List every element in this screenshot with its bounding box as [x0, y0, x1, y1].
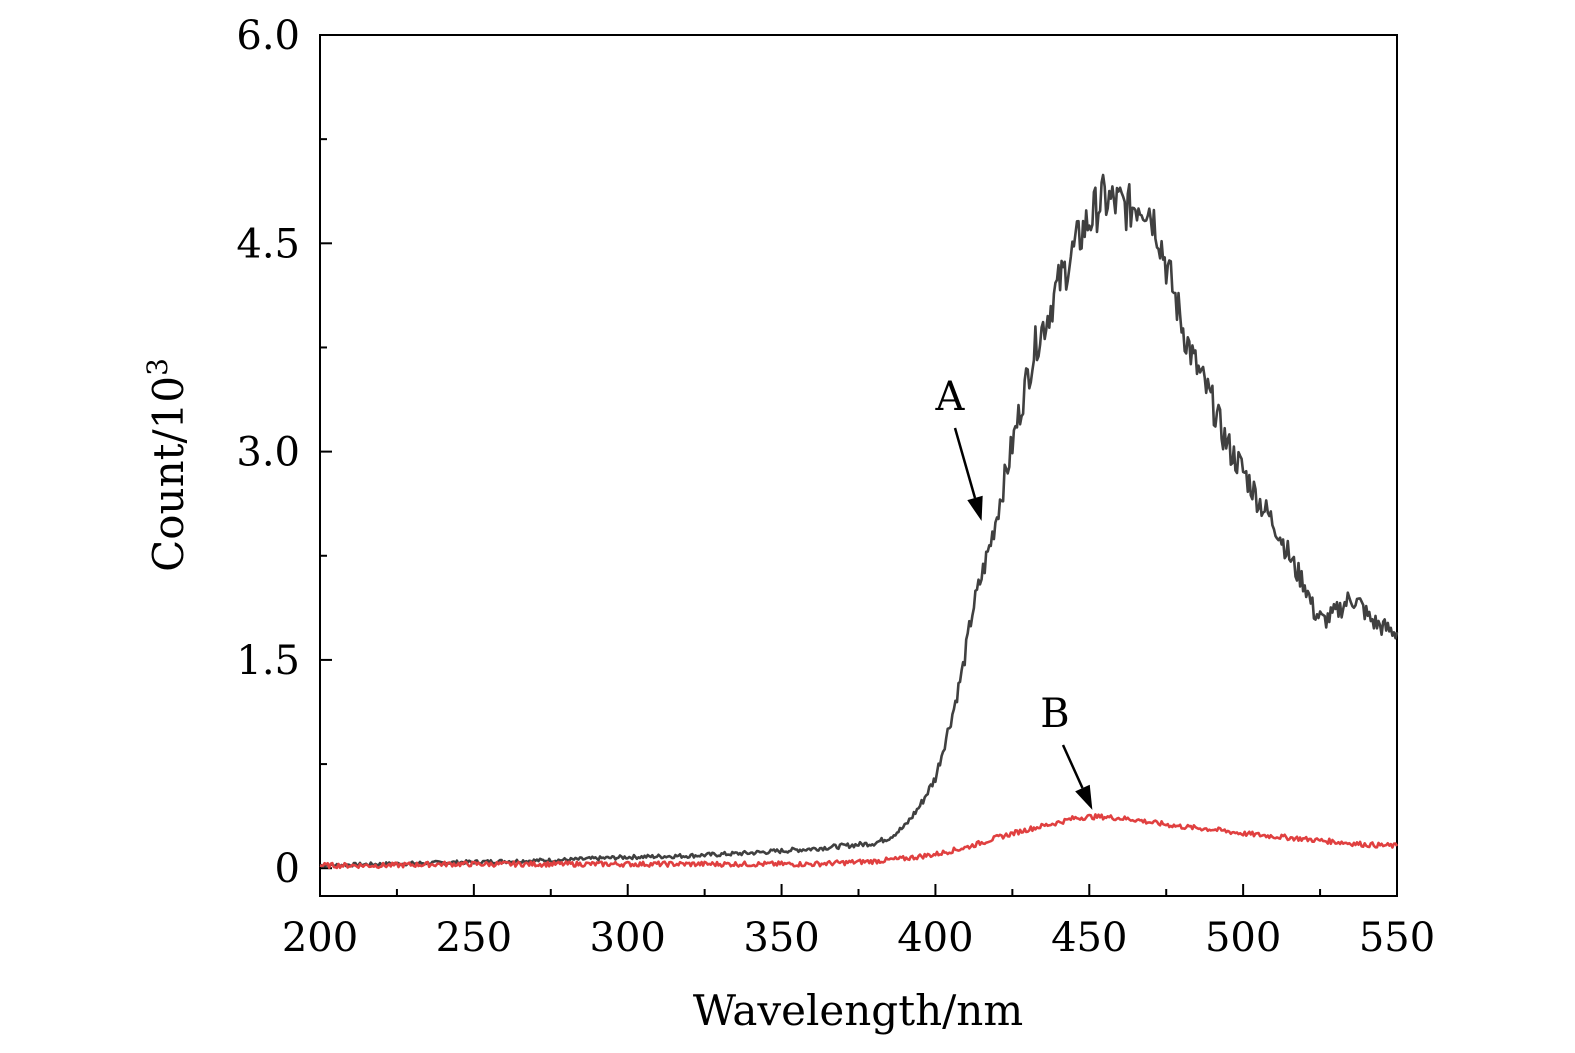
annotations: AB	[935, 374, 1093, 810]
annotation-arrow-head	[967, 495, 983, 522]
x-tick-label: 300	[590, 915, 666, 961]
x-tick-label: 550	[1359, 915, 1435, 961]
y-axis-title-main: Count/10	[144, 376, 193, 572]
y-axis-title-exponent: 3	[141, 358, 174, 376]
annotation-label-b: B	[1040, 691, 1069, 737]
x-tick-label: 350	[743, 915, 819, 961]
series-line-b	[319, 813, 1399, 870]
x-axis-title: Wavelength/nm	[693, 986, 1023, 1035]
axis-ticks	[319, 34, 1398, 896]
y-tick-label: 3.0	[236, 430, 300, 476]
annotation-arrow-shaft	[953, 427, 977, 499]
annotation-arrow-shaft	[1061, 744, 1084, 789]
y-tick-label: 0	[275, 846, 300, 892]
x-tick-label: 450	[1051, 915, 1127, 961]
x-tick-label: 400	[897, 915, 973, 961]
series-layer	[319, 173, 1399, 870]
series-line-a	[319, 173, 1399, 869]
annotation-arrow-head	[1075, 784, 1093, 810]
y-tick-label: 1.5	[236, 638, 300, 684]
axis-tick-labels: 200 250 300 350 400 450 500 550 0 1.5 3.0 4.5 6.0	[236, 13, 1435, 961]
y-axis-title: Count/103	[141, 358, 193, 572]
x-tick-label: 200	[282, 915, 358, 961]
x-tick-label: 250	[436, 915, 512, 961]
y-tick-label: 6.0	[236, 13, 300, 59]
x-tick-label: 500	[1205, 915, 1281, 961]
y-tick-label: 4.5	[236, 221, 300, 267]
annotation-label-a: A	[935, 374, 966, 420]
